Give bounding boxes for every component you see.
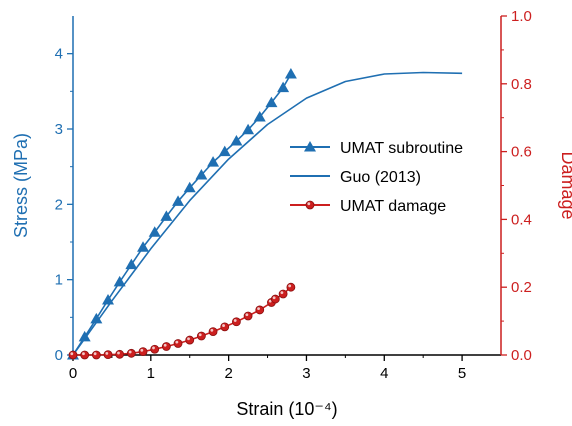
data-point-circle-highlight — [128, 350, 132, 354]
series-1 — [72, 71, 463, 356]
data-point-circle-highlight — [93, 352, 97, 356]
data-point-circle-highlight — [70, 352, 74, 356]
right-y-tick-label: 0.2 — [511, 279, 532, 296]
plot-frame — [72, 16, 502, 356]
axis-ticks: 0 1 2 3 4 5 0 1 2 3 4 0.0 0.2 0.4 0.6 0.8 1.0 — [55, 8, 532, 382]
data-point-circle-highlight — [222, 324, 225, 327]
data-point-circle-highlight — [288, 284, 292, 288]
legend-label: UMAT damage — [340, 198, 446, 215]
data-point-triangle — [207, 156, 220, 167]
data-point-circle-highlight — [140, 348, 144, 352]
data-point-circle-highlight — [268, 299, 272, 303]
data-point-circle-highlight — [82, 352, 85, 356]
data-point-triangle — [125, 258, 138, 270]
data-point-circle — [150, 344, 160, 354]
data-point-triangle — [160, 210, 173, 221]
data-point-triangle — [253, 110, 266, 122]
legend-item: Guo (2013) — [290, 169, 421, 186]
legend-marker-circle-highlight — [307, 202, 311, 206]
data-point-circle — [243, 311, 253, 321]
data-point-circle-highlight — [117, 351, 120, 355]
data-point-triangle — [230, 135, 243, 146]
right-y-axis-title: Damage — [558, 151, 572, 219]
data-point-circle-highlight — [272, 296, 276, 300]
legend-item: UMAT damage — [290, 198, 446, 215]
data-point-triangle — [137, 241, 150, 252]
data-point-triangle — [277, 81, 290, 93]
legend-marker-circle — [305, 200, 315, 210]
data-point-triangle — [172, 195, 185, 206]
x-tick-label: 0 — [69, 365, 77, 382]
data-point-circle — [286, 282, 296, 292]
data-point-circle — [91, 350, 101, 360]
right-y-tick-label: 0.8 — [511, 76, 532, 93]
x-tick-label: 4 — [380, 365, 388, 382]
right-y-tick-label: 0.6 — [511, 144, 532, 161]
data-point-circle-highlight — [152, 346, 155, 350]
data-point-circle — [103, 350, 113, 360]
left-y-axis-title: Stress (MPa) — [11, 133, 31, 238]
series-line — [72, 71, 463, 356]
data-point-circle — [80, 350, 90, 360]
left-y-tick-label: 0 — [55, 347, 63, 364]
data-point-circle-highlight — [105, 351, 109, 355]
data-point-circle-highlight — [245, 313, 249, 317]
left-y-tick-label: 2 — [55, 196, 63, 213]
left-y-tick-label: 3 — [55, 121, 63, 138]
data-point-circle — [161, 342, 171, 351]
x-tick-label: 1 — [147, 365, 155, 382]
data-point-circle — [185, 335, 195, 345]
data-point-circle-highlight — [233, 319, 237, 322]
data-point-circle — [270, 294, 280, 304]
data-point-circle — [278, 289, 288, 299]
x-tick-label: 5 — [458, 365, 466, 382]
data-point-triangle — [148, 226, 161, 237]
x-axis-title: Strain (10⁻⁴) — [236, 399, 337, 419]
data-series — [67, 68, 463, 360]
legend-label: UMAT subroutine — [340, 140, 463, 157]
data-point-circle-highlight — [210, 328, 214, 332]
series-2 — [68, 282, 296, 360]
right-y-tick-label: 0.0 — [511, 347, 532, 364]
data-point-triangle — [183, 181, 196, 193]
data-point-triangle — [218, 145, 231, 157]
data-point-circle-highlight — [175, 340, 179, 344]
data-point-circle-highlight — [198, 333, 202, 337]
data-point-circle-highlight — [257, 307, 260, 311]
data-point-circle — [68, 350, 78, 360]
left-y-tick-label: 1 — [55, 272, 63, 289]
data-point-triangle — [284, 68, 297, 79]
data-point-circle-highlight — [280, 291, 284, 295]
right-y-tick-label: 0.4 — [511, 211, 532, 228]
left-y-tick-label: 4 — [55, 46, 63, 63]
legend: UMAT subroutine Guo (2013) UMAT damage — [290, 140, 463, 215]
data-point-triangle — [90, 312, 103, 324]
data-point-triangle — [242, 123, 255, 135]
legend-label: Guo (2013) — [340, 169, 421, 186]
data-point-circle — [173, 339, 183, 348]
right-y-tick-label: 1.0 — [511, 8, 532, 25]
data-point-triangle — [113, 275, 126, 287]
data-point-circle — [208, 327, 218, 337]
legend-marker-triangle — [304, 141, 316, 152]
x-tick-label: 3 — [302, 365, 310, 382]
data-point-circle — [220, 322, 230, 332]
data-point-circle — [115, 349, 125, 359]
data-point-triangle — [78, 330, 91, 342]
data-point-circle-highlight — [163, 343, 167, 347]
data-point-circle — [138, 347, 148, 357]
data-point-circle — [232, 317, 241, 327]
data-point-circle — [126, 348, 136, 358]
data-point-circle — [196, 331, 206, 341]
x-tick-label: 2 — [224, 365, 232, 382]
data-point-triangle — [195, 168, 208, 180]
legend-item: UMAT subroutine — [290, 140, 463, 157]
data-point-triangle — [265, 96, 278, 108]
data-point-circle — [255, 305, 265, 315]
data-point-circle-highlight — [187, 337, 190, 341]
